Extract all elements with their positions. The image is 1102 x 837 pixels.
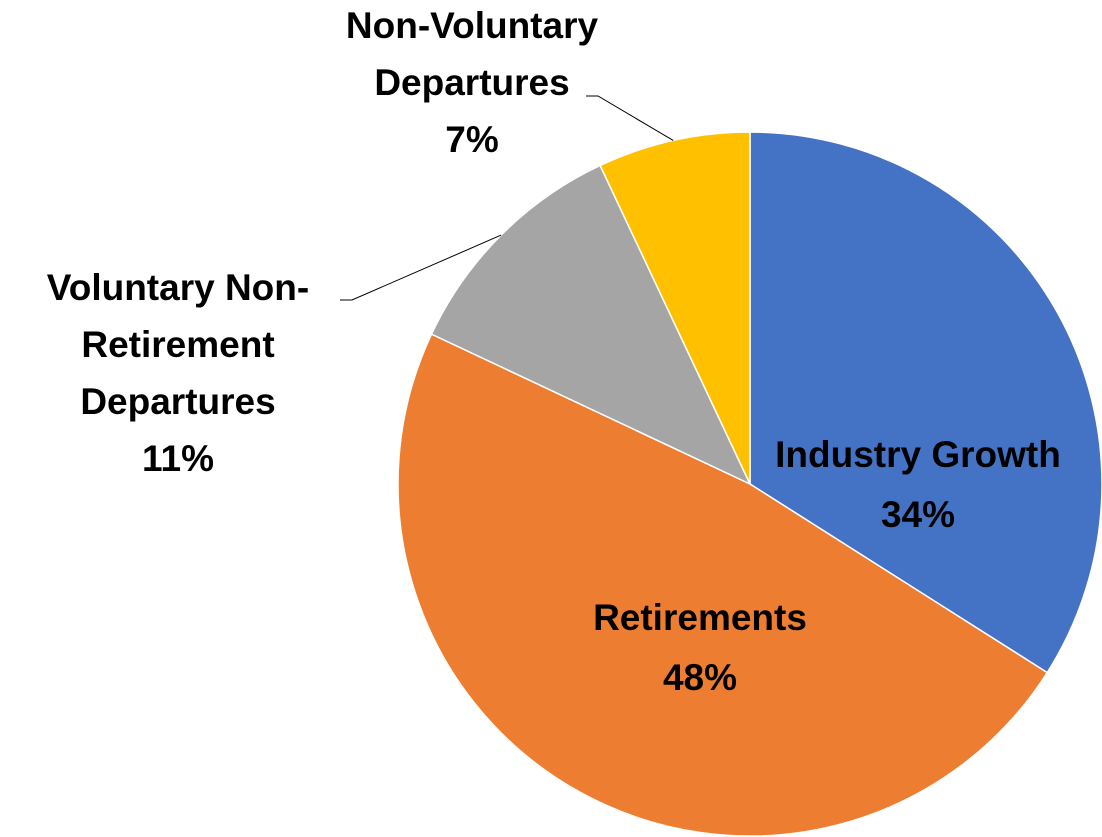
- pie-slice: [749, 131, 1102, 674]
- slice-value-label: 34%: [881, 494, 955, 535]
- pie-slice: [430, 164, 752, 486]
- pie-slice: [599, 131, 751, 485]
- slice-value-label: 48%: [663, 657, 737, 698]
- leader-line: [340, 234, 502, 301]
- slice-value-label: 11%: [142, 438, 214, 479]
- slice-label: Non-Voluntary Departures: [346, 5, 599, 103]
- slice-value-label: 7%: [445, 119, 498, 160]
- slice-label: Voluntary Non-Retirement Departures: [47, 267, 309, 422]
- slice-label: Retirements: [593, 597, 807, 638]
- slice-label: Industry Growth: [775, 434, 1061, 475]
- leader-line: [586, 95, 674, 141]
- pie-slice: [397, 333, 1049, 837]
